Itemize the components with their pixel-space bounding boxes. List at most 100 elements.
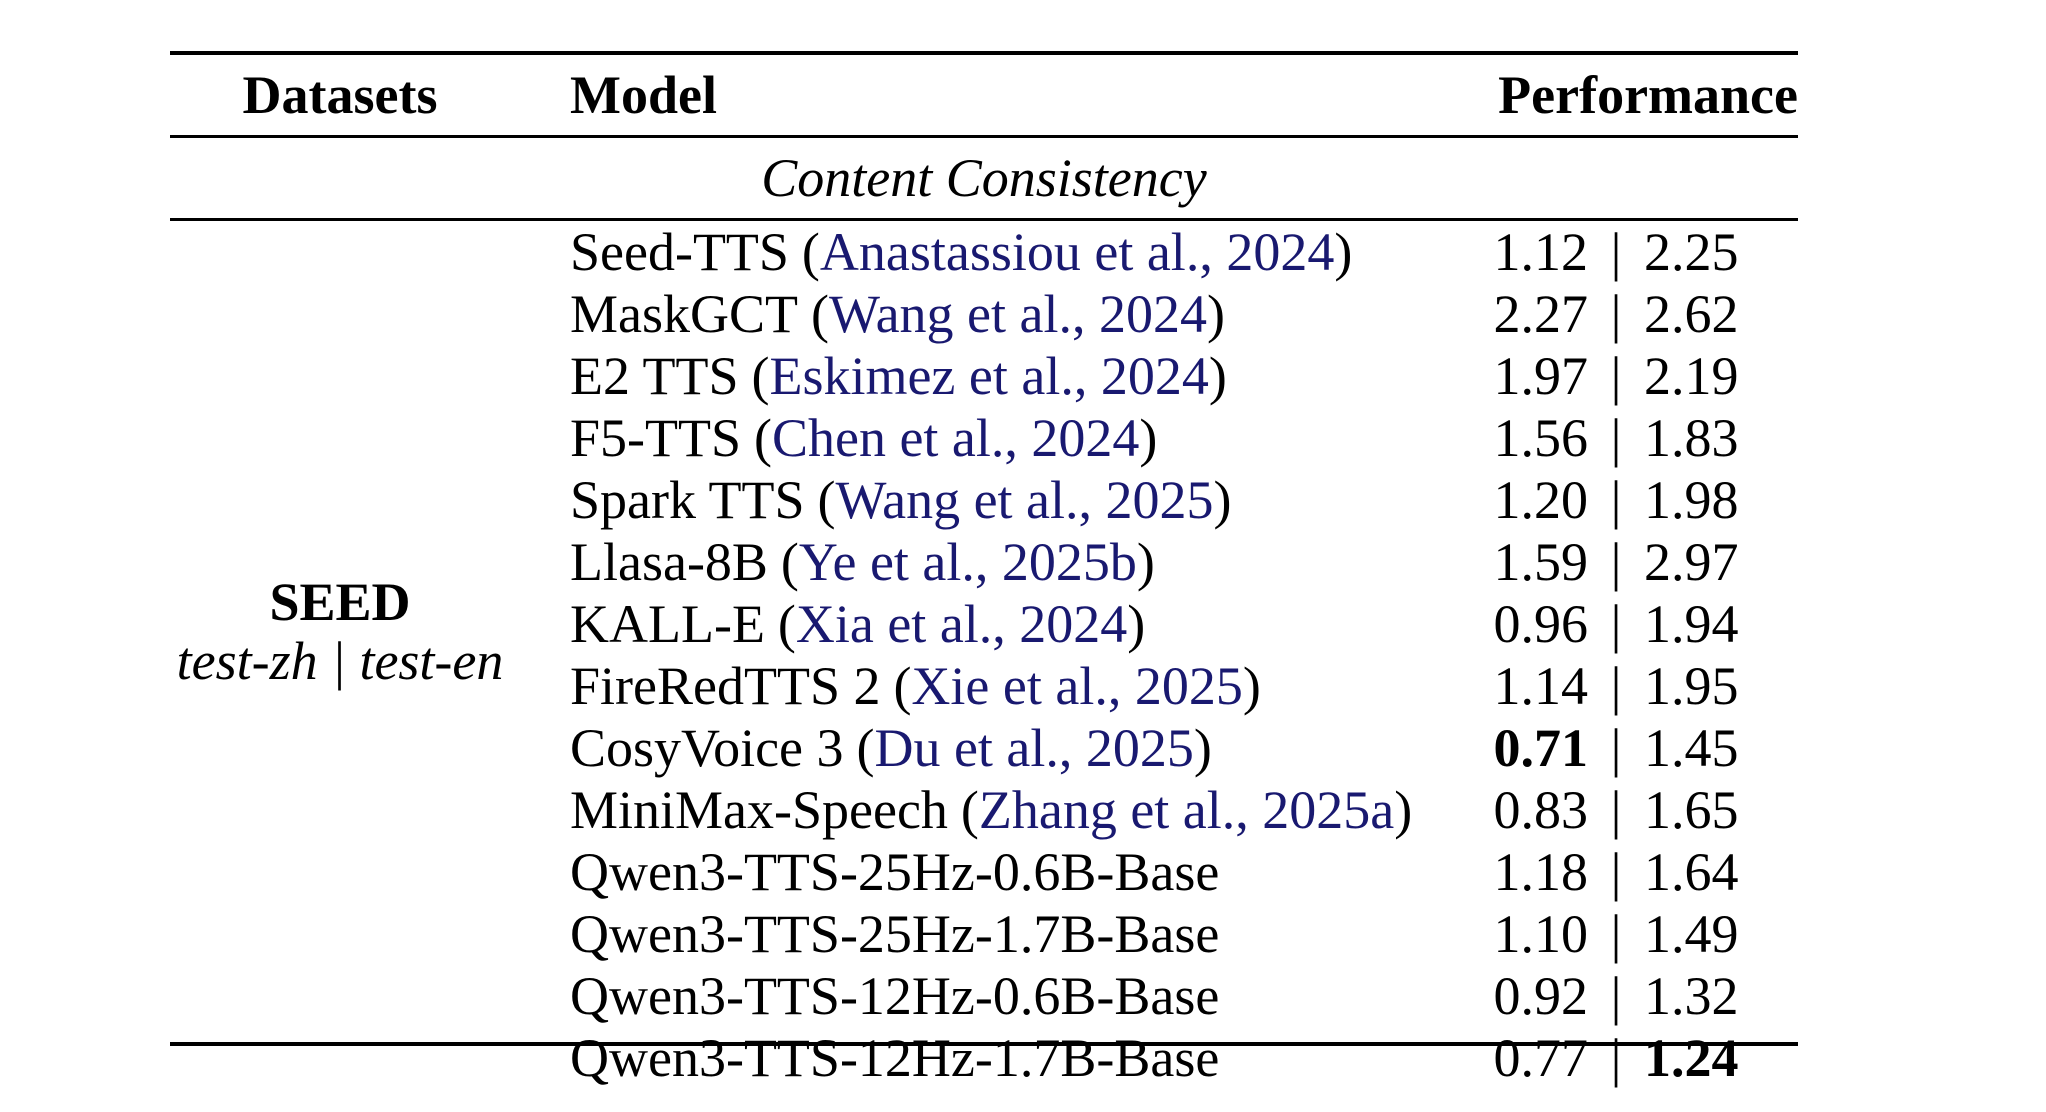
model-cell: Qwen3-TTS-25Hz-1.7B-Base: [510, 903, 1473, 965]
model-cell: FireRedTTS 2 (Xie et al., 2025): [510, 655, 1473, 717]
table-row: Qwen3-TTS-12Hz-0.6B-Base 0.92 | 1.32: [510, 965, 1798, 1027]
perf-value-zh: 0.92: [1493, 966, 1589, 1026]
bottom-rule: [170, 1042, 1798, 1046]
performance-cell: 1.12 | 2.25: [1473, 221, 1739, 283]
citation-link[interactable]: Wang et al., 2024: [828, 284, 1207, 344]
perf-value-en: 1.98: [1644, 470, 1739, 530]
citation: (Ye et al., 2025b): [781, 532, 1155, 592]
model-cell: F5-TTS (Chen et al., 2024): [510, 407, 1473, 469]
citation-link[interactable]: Xie et al., 2025: [911, 656, 1243, 716]
perf-value-en: 1.64: [1644, 842, 1739, 902]
model-cell: Qwen3-TTS-12Hz-0.6B-Base: [510, 965, 1473, 1027]
citation: (Wang et al., 2024): [811, 284, 1225, 344]
citation-link[interactable]: Ye et al., 2025b: [798, 532, 1137, 592]
model-name: Qwen3-TTS-25Hz-1.7B-Base: [570, 904, 1220, 964]
open-paren: (: [960, 780, 979, 840]
section-title: Content Consistency: [761, 148, 1207, 208]
model-name: CosyVoice 3: [570, 718, 844, 778]
close-paren: ): [1208, 346, 1227, 406]
perf-value-en: 1.24: [1644, 1028, 1739, 1088]
citation: (Zhang et al., 2025a): [961, 780, 1412, 840]
value-separator: |: [1610, 346, 1622, 406]
value-separator: |: [1610, 470, 1622, 530]
model-name: FireRedTTS 2: [570, 656, 881, 716]
model-name: Qwen3-TTS-25Hz-0.6B-Base: [570, 842, 1220, 902]
table-row: F5-TTS (Chen et al., 2024) 1.56 | 1.83: [510, 407, 1798, 469]
performance-cell: 0.71 | 1.45: [1473, 717, 1739, 779]
open-paren: (: [893, 656, 912, 716]
perf-value-en: 2.25: [1644, 222, 1739, 282]
citation: (Wang et al., 2025): [817, 470, 1231, 530]
dataset-subsets: test-zh | test-en: [176, 630, 504, 691]
close-paren: ): [1127, 594, 1146, 654]
model-cell: E2 TTS (Eskimez et al., 2024): [510, 345, 1473, 407]
perf-value-zh: 1.59: [1493, 532, 1589, 592]
performance-cell: 0.96 | 1.94: [1473, 593, 1739, 655]
dataset-cell: SEED test-zh | test-en: [170, 221, 510, 1042]
citation: (Anastassiou et al., 2024): [802, 222, 1352, 282]
model-cell: KALL-E (Xia et al., 2024): [510, 593, 1473, 655]
table-row: Spark TTS (Wang et al., 2025) 1.20 | 1.98: [510, 469, 1798, 531]
model-column-header: Model: [570, 65, 717, 125]
table-row: E2 TTS (Eskimez et al., 2024) 1.97 | 2.19: [510, 345, 1798, 407]
open-paren: (: [780, 532, 799, 592]
model-name: E2 TTS: [570, 346, 739, 406]
table-row: FireRedTTS 2 (Xie et al., 2025) 1.14 | 1.…: [510, 655, 1798, 717]
close-paren: ): [1394, 780, 1413, 840]
value-separator: |: [1610, 408, 1622, 468]
perf-value-zh: 1.14: [1493, 656, 1589, 716]
citation-link[interactable]: Du et al., 2025: [874, 718, 1194, 778]
performance-cell: 1.59 | 2.97: [1473, 531, 1739, 593]
open-paren: (: [801, 222, 820, 282]
datasets-column-header: Datasets: [242, 65, 438, 125]
open-paren: (: [817, 470, 836, 530]
perf-value-zh: 1.56: [1493, 408, 1589, 468]
citation-link[interactable]: Anastassiou et al., 2024: [819, 222, 1335, 282]
perf-value-en: 2.97: [1644, 532, 1739, 592]
value-separator: |: [1610, 284, 1622, 344]
open-paren: (: [810, 284, 829, 344]
perf-value-zh: 0.83: [1493, 780, 1589, 840]
table-header-row: Datasets Model Performance: [170, 55, 1798, 135]
performance-cell: 2.27 | 2.62: [1473, 283, 1739, 345]
citation-link[interactable]: Chen et al., 2024: [771, 408, 1140, 468]
model-name: Qwen3-TTS-12Hz-0.6B-Base: [570, 966, 1220, 1026]
citation: (Eskimez et al., 2024): [751, 346, 1226, 406]
table-row: MaskGCT (Wang et al., 2024) 2.27 | 2.62: [510, 283, 1798, 345]
close-paren: ): [1207, 284, 1225, 344]
table-row: Qwen3-TTS-25Hz-0.6B-Base 1.18 | 1.64: [510, 841, 1798, 903]
dataset-name: SEED: [269, 571, 411, 632]
perf-value-zh: 1.10: [1493, 904, 1589, 964]
perf-value-en: 2.62: [1644, 284, 1739, 344]
model-name: Qwen3-TTS-12Hz-1.7B-Base: [570, 1028, 1220, 1088]
performance-column-header: Performance: [1498, 65, 1798, 125]
citation-link[interactable]: Xia et al., 2024: [795, 594, 1128, 654]
perf-value-en: 1.32: [1644, 966, 1739, 1026]
close-paren: ): [1334, 222, 1353, 282]
model-cell: Qwen3-TTS-25Hz-0.6B-Base: [510, 841, 1473, 903]
citation: (Du et al., 2025): [856, 718, 1211, 778]
citation-link[interactable]: Eskimez et al., 2024: [769, 346, 1209, 406]
close-paren: ): [1242, 656, 1261, 716]
model-name: F5-TTS: [570, 408, 742, 468]
table-row: Qwen3-TTS-25Hz-1.7B-Base 1.10 | 1.49: [510, 903, 1798, 965]
model-cell: Spark TTS (Wang et al., 2025): [510, 469, 1473, 531]
value-separator: |: [1610, 656, 1622, 716]
model-name: KALL-E: [570, 594, 765, 654]
citation-link[interactable]: Zhang et al., 2025a: [978, 780, 1395, 840]
close-paren: ): [1213, 470, 1232, 530]
performance-cell: 0.83 | 1.65: [1473, 779, 1739, 841]
perf-value-zh: 0.77: [1493, 1028, 1589, 1088]
citation-link[interactable]: Wang et al., 2025: [835, 470, 1214, 530]
perf-value-en: 2.19: [1644, 346, 1739, 406]
close-paren: ): [1139, 408, 1158, 468]
performance-cell: 1.10 | 1.49: [1473, 903, 1739, 965]
value-separator: |: [1610, 718, 1622, 778]
value-separator: |: [1610, 1028, 1622, 1088]
model-name: Spark TTS: [570, 470, 805, 530]
value-separator: |: [1610, 222, 1622, 282]
results-table: Datasets Model Performance Content Consi…: [170, 51, 1798, 1088]
performance-cell: 0.92 | 1.32: [1473, 965, 1739, 1027]
performance-cell: 1.18 | 1.64: [1473, 841, 1739, 903]
perf-value-en: 1.49: [1644, 904, 1739, 964]
